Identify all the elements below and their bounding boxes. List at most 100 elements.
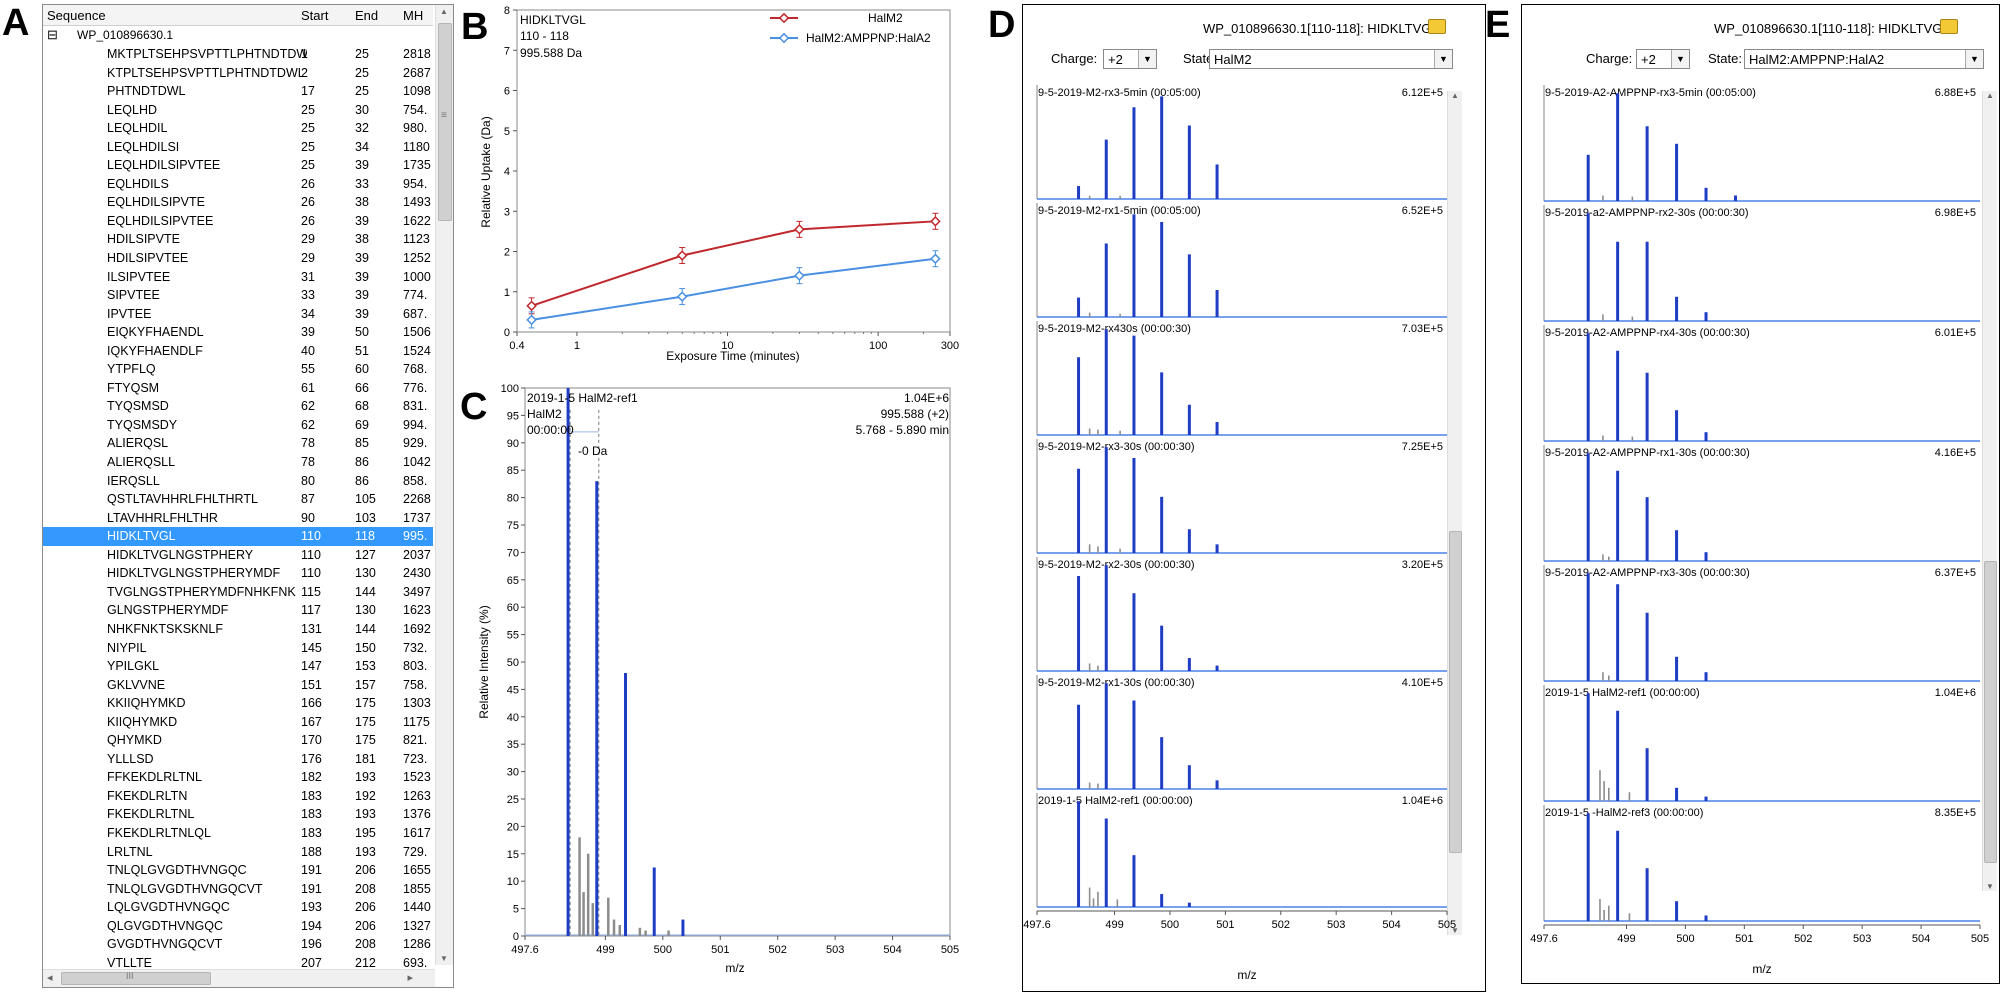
scroll-thumb[interactable]: ≡ [438, 23, 452, 221]
column-header-start[interactable]: Start [301, 8, 329, 23]
chevron-down-icon[interactable]: ▼ [1671, 50, 1689, 68]
peptide-row[interactable]: TVGLNGSTPHERYMDFNHKFNK 115 144 3497 [43, 583, 433, 602]
peptide-row[interactable]: KKIIQHYMKD 166 175 1303 [43, 694, 433, 713]
row-start: 29 [301, 251, 315, 266]
chevron-down-icon[interactable]: ▼ [1138, 50, 1156, 68]
charge-dropdown[interactable]: +2 ▼ [1103, 49, 1157, 69]
peptide-row[interactable]: LEQLHDILSIPVTEE 25 39 1735 [43, 156, 433, 175]
peptide-row[interactable]: HDILSIPVTE 29 38 1123 [43, 230, 433, 249]
collapse-icon[interactable]: ⊟ [47, 27, 58, 42]
spectra-scrollbar[interactable]: ▲ ▼ [1982, 91, 1997, 891]
chevron-down-icon[interactable]: ▼ [1965, 50, 1983, 68]
peptide-row[interactable]: YTPFLQ 55 60 768. [43, 360, 433, 379]
state-dropdown[interactable]: HalM2 ▼ [1209, 49, 1453, 69]
vertical-scrollbar[interactable]: ▲ ≡ ▼ [435, 5, 453, 965]
x-tick-label: 500 [1676, 933, 1694, 945]
row-end: 60 [355, 362, 369, 377]
scroll-down-icon[interactable]: ▼ [1451, 926, 1459, 935]
peptide-row[interactable]: GKLVVNE 151 157 758. [43, 676, 433, 695]
peptide-row[interactable]: EQLHDILS 26 33 954. [43, 175, 433, 194]
peptide-row[interactable]: TNLQLGVGDTHVNGQC 191 206 1655 [43, 861, 433, 880]
peptide-row[interactable]: VTLLTE 207 212 693. [43, 954, 433, 973]
peptide-row[interactable]: HDILSIPVTEE 29 39 1252 [43, 249, 433, 268]
peptide-row[interactable]: SIPVTEE 33 39 774. [43, 286, 433, 305]
column-header-mh[interactable]: MH [403, 8, 424, 23]
peptide-list-panel: Sequence Start End MH ⊟ WP_010896630.1 M… [42, 4, 454, 988]
peptide-row[interactable]: ALIERQSL 78 85 929. [43, 434, 433, 453]
charge-dropdown[interactable]: +2 ▼ [1636, 49, 1690, 69]
scroll-thumb[interactable] [1449, 531, 1462, 853]
scroll-down-icon[interactable]: ▼ [1986, 882, 1994, 891]
peptide-row[interactable]: TYQSMSDY 62 69 994. [43, 416, 433, 435]
peptide-row[interactable]: IPVTEE 34 39 687. [43, 305, 433, 324]
peptide-row[interactable]: ALIERQSLL 78 86 1042 [43, 453, 433, 472]
peptide-row[interactable]: GLNGSTPHERYMDF 117 130 1623 [43, 601, 433, 620]
peptide-row[interactable]: LRLTNL 188 193 729. [43, 843, 433, 862]
horizontal-scrollbar[interactable]: ◂ III ▸ [43, 969, 435, 987]
scroll-up-icon[interactable]: ▲ [440, 7, 448, 16]
column-header-end[interactable]: End [355, 8, 379, 23]
column-header-sequence[interactable]: Sequence [47, 8, 106, 23]
peptide-row[interactable]: IERQSLL 80 86 858. [43, 472, 433, 491]
row-mh: 776. [403, 380, 428, 395]
selected-peptide-row[interactable]: HIDKLTVGL 110 118 995. [43, 527, 433, 546]
peptide-row[interactable]: FKEKDLRLTNLQL 183 195 1617 [43, 824, 433, 843]
peptide-row[interactable]: LTAVHHRLFHLTHR 90 103 1737 [43, 509, 433, 528]
hscroll-thumb[interactable]: III [61, 971, 211, 985]
peptide-row[interactable]: NIYPIL 145 150 732. [43, 639, 433, 658]
peptide-row[interactable]: YPILGKL 147 153 803. [43, 657, 433, 676]
scroll-up-icon[interactable]: ▲ [1451, 91, 1459, 100]
peptide-row[interactable]: KTPLTSEHPSVPTTLPHTNDTDWL 2 25 2687 [43, 64, 433, 83]
row-mh: 954. [403, 176, 428, 191]
peptide-row[interactable]: TNLQLGVGDTHVNGQCVT 191 208 1855 [43, 880, 433, 899]
spectrum-title: 2019-1-5 HalM2-ref1 [527, 391, 638, 405]
peptide-row[interactable]: QLGVGDTHVNGQC 194 206 1327 [43, 917, 433, 936]
scroll-down-icon[interactable]: ▼ [440, 954, 448, 963]
row-sequence: TNLQLGVGDTHVNGQC [107, 863, 247, 878]
row-sequence: SIPVTEE [107, 288, 160, 303]
stacked-spectra-halm2: 9-5-2019-M2-rx3-5min (00:05:00) 6.12E+5 9-… [1023, 85, 1456, 982]
row-end: 38 [355, 232, 369, 247]
protein-root-row[interactable]: ⊟ WP_010896630.1 [43, 27, 433, 45]
peptide-row[interactable]: TYQSMSD 62 68 831. [43, 397, 433, 416]
peptide-row[interactable]: FFKEKDLRLTNL 182 193 1523 [43, 768, 433, 787]
chevron-down-icon[interactable]: ▼ [1434, 50, 1452, 68]
peptide-row[interactable]: YLLLSD 176 181 723. [43, 750, 433, 769]
peptide-row[interactable]: LEQLHDILSI 25 34 1180 [43, 138, 433, 157]
scroll-thumb[interactable] [1984, 561, 1997, 863]
peptide-row[interactable]: EQLHDILSIPVTEE 26 39 1622 [43, 212, 433, 231]
scroll-left-icon[interactable]: ◂ [47, 972, 53, 984]
row-mh: 2818 [403, 47, 431, 61]
peptide-row[interactable]: HIDKLTVGLNGSTPHERYMDF 110 130 2430 [43, 564, 433, 583]
peptide-row[interactable]: GVGDTHVNGQCVT 196 208 1286 [43, 935, 433, 954]
peptide-row[interactable]: EIQKYFHAENDL 39 50 1506 [43, 323, 433, 342]
state-dropdown-value: HalM2:AMPPNP:HalA2 [1749, 52, 1885, 67]
peptide-row[interactable]: PHTNDTDWL 17 25 1098 [43, 82, 433, 101]
x-tick-label: 0.4 [509, 340, 524, 352]
scroll-right-icon[interactable]: ▸ [407, 972, 413, 984]
peptide-row[interactable]: QHYMKD 170 175 821. [43, 731, 433, 750]
peptide-row[interactable]: NHKFNKTSKSKNLF 131 144 1692 [43, 620, 433, 639]
spectra-scrollbar[interactable]: ▲ ▼ [1447, 91, 1462, 935]
peptide-row[interactable]: ILSIPVTEE 31 39 1000 [43, 268, 433, 287]
state-dropdown[interactable]: HalM2:AMPPNP:HalA2 ▼ [1744, 49, 1984, 69]
trace-label: 2019-1-5 HalM2-ref1 (00:00:00) [1545, 687, 1700, 699]
x-tick-label: 501 [1735, 933, 1753, 945]
peptide-row[interactable]: FKEKDLRLTNL 183 193 1376 [43, 805, 433, 824]
peptide-row[interactable]: LQLGVGDTHVNGQC 193 206 1440 [43, 898, 433, 917]
peptide-row[interactable]: EQLHDILSIPVTE 26 38 1493 [43, 193, 433, 212]
folder-icon[interactable] [1940, 19, 1958, 34]
peptide-row[interactable]: MKTPLTSEHPSVPTTLPHTNDTDWL 1 25 2818 [43, 45, 433, 64]
x-tick-label: 499 [596, 944, 614, 956]
peptide-row[interactable]: QSTLTAVHHRLFHLTHRTL 87 105 2268 [43, 490, 433, 509]
peptide-row[interactable]: IQKYFHAENDLF 40 51 1524 [43, 342, 433, 361]
peptide-row[interactable]: FKEKDLRLTN 183 192 1263 [43, 787, 433, 806]
peptide-row[interactable]: LEQLHDIL 25 32 980. [43, 119, 433, 138]
legend-label: HalM2:AMPPNP:HalA2 [806, 31, 931, 45]
peptide-row[interactable]: LEQLHD 25 30 754. [43, 101, 433, 120]
peptide-row[interactable]: HIDKLTVGLNGSTPHERY 110 127 2037 [43, 546, 433, 565]
peptide-row[interactable]: KIIQHYMKD 167 175 1175 [43, 713, 433, 732]
scroll-up-icon[interactable]: ▲ [1986, 91, 1994, 100]
folder-icon[interactable] [1428, 19, 1446, 34]
peptide-row[interactable]: FTYQSM 61 66 776. [43, 379, 433, 398]
